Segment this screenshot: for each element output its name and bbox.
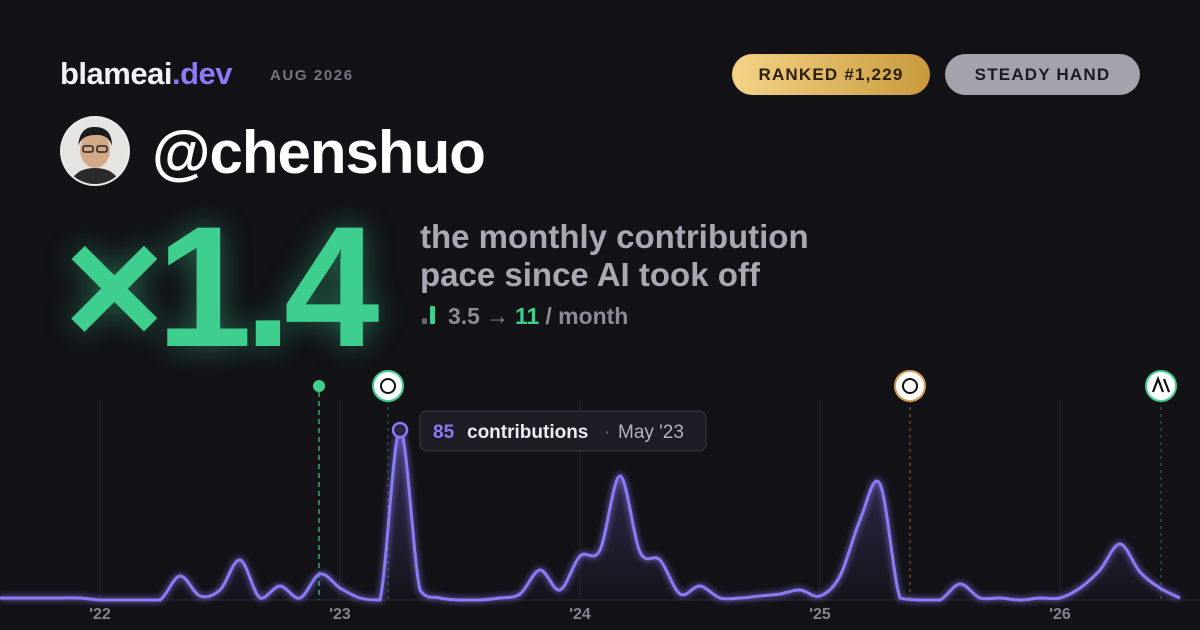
x-tick-label: '23 bbox=[329, 606, 351, 623]
handle: @chenshuo bbox=[152, 119, 486, 186]
before-bar bbox=[422, 318, 427, 324]
x-tick-label: '25 bbox=[809, 606, 831, 623]
description: the monthly contribution bbox=[420, 218, 809, 255]
mini-bars bbox=[422, 306, 435, 324]
month: AUG 2026 bbox=[270, 67, 354, 84]
after: 11 bbox=[514, 303, 540, 329]
description: pace since AI took off bbox=[420, 256, 760, 293]
arrow: → bbox=[485, 303, 509, 329]
avatar bbox=[60, 116, 130, 186]
brand-suffix: .dev bbox=[171, 56, 233, 91]
before: 3.5 bbox=[448, 303, 480, 329]
x-tick-label: '24 bbox=[569, 606, 591, 623]
multiplier: ×1.4 bbox=[64, 191, 380, 383]
x-tick-label: '22 bbox=[89, 606, 111, 623]
after-bar bbox=[430, 306, 435, 324]
x-tick-label: '26 bbox=[1049, 606, 1071, 623]
line-glow bbox=[0, 426, 1182, 604]
tooltip-value: 85 bbox=[433, 422, 455, 443]
line bbox=[0, 428, 1181, 602]
rank-badge: RANKED #1,229 bbox=[732, 54, 930, 95]
area bbox=[0, 429, 1180, 600]
stats: 3.5 → 11/ month bbox=[420, 303, 634, 330]
tag-badge: STEADY HAND bbox=[945, 54, 1140, 95]
highlight-point bbox=[391, 421, 409, 439]
event-markers bbox=[313, 370, 1177, 600]
tooltip bbox=[419, 410, 707, 452]
tooltip-label: contributions bbox=[467, 422, 588, 443]
unit: / month bbox=[545, 303, 629, 329]
tooltip-date: May '23 bbox=[618, 422, 684, 443]
brand-name: blameai bbox=[60, 56, 172, 91]
tooltip-separator: · bbox=[604, 422, 610, 443]
brand: blameai.dev bbox=[60, 56, 232, 92]
